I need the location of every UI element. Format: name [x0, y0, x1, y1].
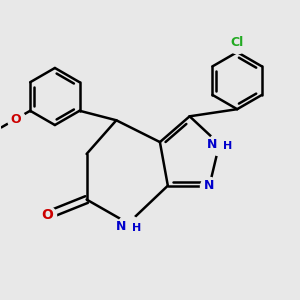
Text: Cl: Cl	[231, 36, 244, 49]
Text: N: N	[207, 138, 217, 151]
Text: N: N	[116, 220, 126, 233]
Text: O: O	[11, 112, 21, 126]
Text: O: O	[41, 208, 53, 222]
Text: H: H	[224, 141, 233, 151]
Text: H: H	[132, 224, 142, 233]
Text: N: N	[204, 179, 214, 192]
